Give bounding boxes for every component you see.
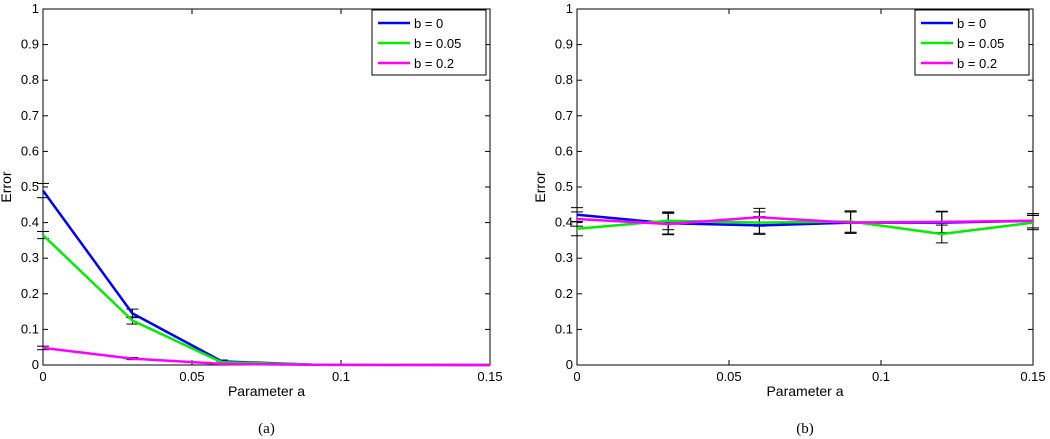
legend-label: b = 0.2 — [957, 56, 997, 71]
x-tick-label: 0 — [573, 369, 580, 384]
y-tick-label: 0.3 — [21, 250, 39, 265]
y-tick-label: 0.9 — [555, 37, 573, 52]
x-tick-label: 0.1 — [872, 369, 890, 384]
legend-label: b = 0.05 — [957, 36, 1004, 51]
x-tick-label: 0.15 — [1020, 369, 1045, 384]
legend-label: b = 0 — [414, 16, 443, 31]
y-tick-label: 0.9 — [21, 37, 39, 52]
y-tick-label: 0.6 — [555, 143, 573, 158]
y-tick-label: 0.8 — [21, 72, 39, 87]
legend: b = 0 b = 0.05 b = 0.2 — [371, 9, 487, 76]
y-tick-label: 0.2 — [21, 286, 39, 301]
y-axis-label: Error — [532, 171, 548, 202]
y-tick-label: 0.3 — [555, 250, 573, 265]
x-tick-label: 0.05 — [179, 369, 204, 384]
y-tick-label: 1 — [566, 1, 573, 16]
y-tick-label: 0.4 — [21, 215, 39, 230]
legend-label: b = 0.2 — [414, 56, 454, 71]
y-tick-label: 0 — [32, 357, 39, 372]
x-axis-label: Parameter a — [228, 383, 305, 399]
y-tick-label: 1 — [32, 1, 39, 16]
y-tick-label: 0.4 — [555, 215, 573, 230]
chart-panel-b: 0 0.1 0.2 0.3 0.4 0.5 0.6 0.7 0.8 0.9 1 0 0.05 0.1 0.1… — [532, 1, 1046, 437]
chart-panel-a: 0 0.1 0.2 0.3 0.4 0.5 0.6 0.7 0.8 0.9 1 0 0.05 0.1 0.1… — [0, 1, 503, 437]
y-tick-label: 0.1 — [555, 321, 573, 336]
y-tick-label: 0.8 — [555, 72, 573, 87]
y-tick-label: 0.7 — [21, 108, 39, 123]
legend-label: b = 0.05 — [414, 36, 461, 51]
x-tick-label: 0 — [39, 369, 46, 384]
y-tick-label: 0.5 — [21, 179, 39, 194]
y-tick-label: 0.7 — [555, 108, 573, 123]
panel-caption: (b) — [796, 421, 814, 437]
y-tick-label: 0 — [566, 357, 573, 372]
x-tick-label: 0.1 — [332, 369, 350, 384]
x-tick-label: 0.05 — [716, 369, 741, 384]
y-tick-label: 0.5 — [555, 179, 573, 194]
y-tick-label: 0.1 — [21, 321, 39, 336]
x-tick-label: 0.15 — [477, 369, 502, 384]
legend-label: b = 0 — [957, 16, 986, 31]
y-axis-label: Error — [0, 171, 14, 202]
legend: b = 0 b = 0.05 b = 0.2 — [914, 9, 1030, 76]
y-tick-label: 0.2 — [555, 286, 573, 301]
y-tick-label: 0.6 — [21, 143, 39, 158]
series-line — [576, 216, 1034, 226]
panel-caption: (a) — [258, 421, 275, 437]
x-axis-label: Parameter a — [766, 383, 843, 399]
series-line — [42, 346, 490, 367]
